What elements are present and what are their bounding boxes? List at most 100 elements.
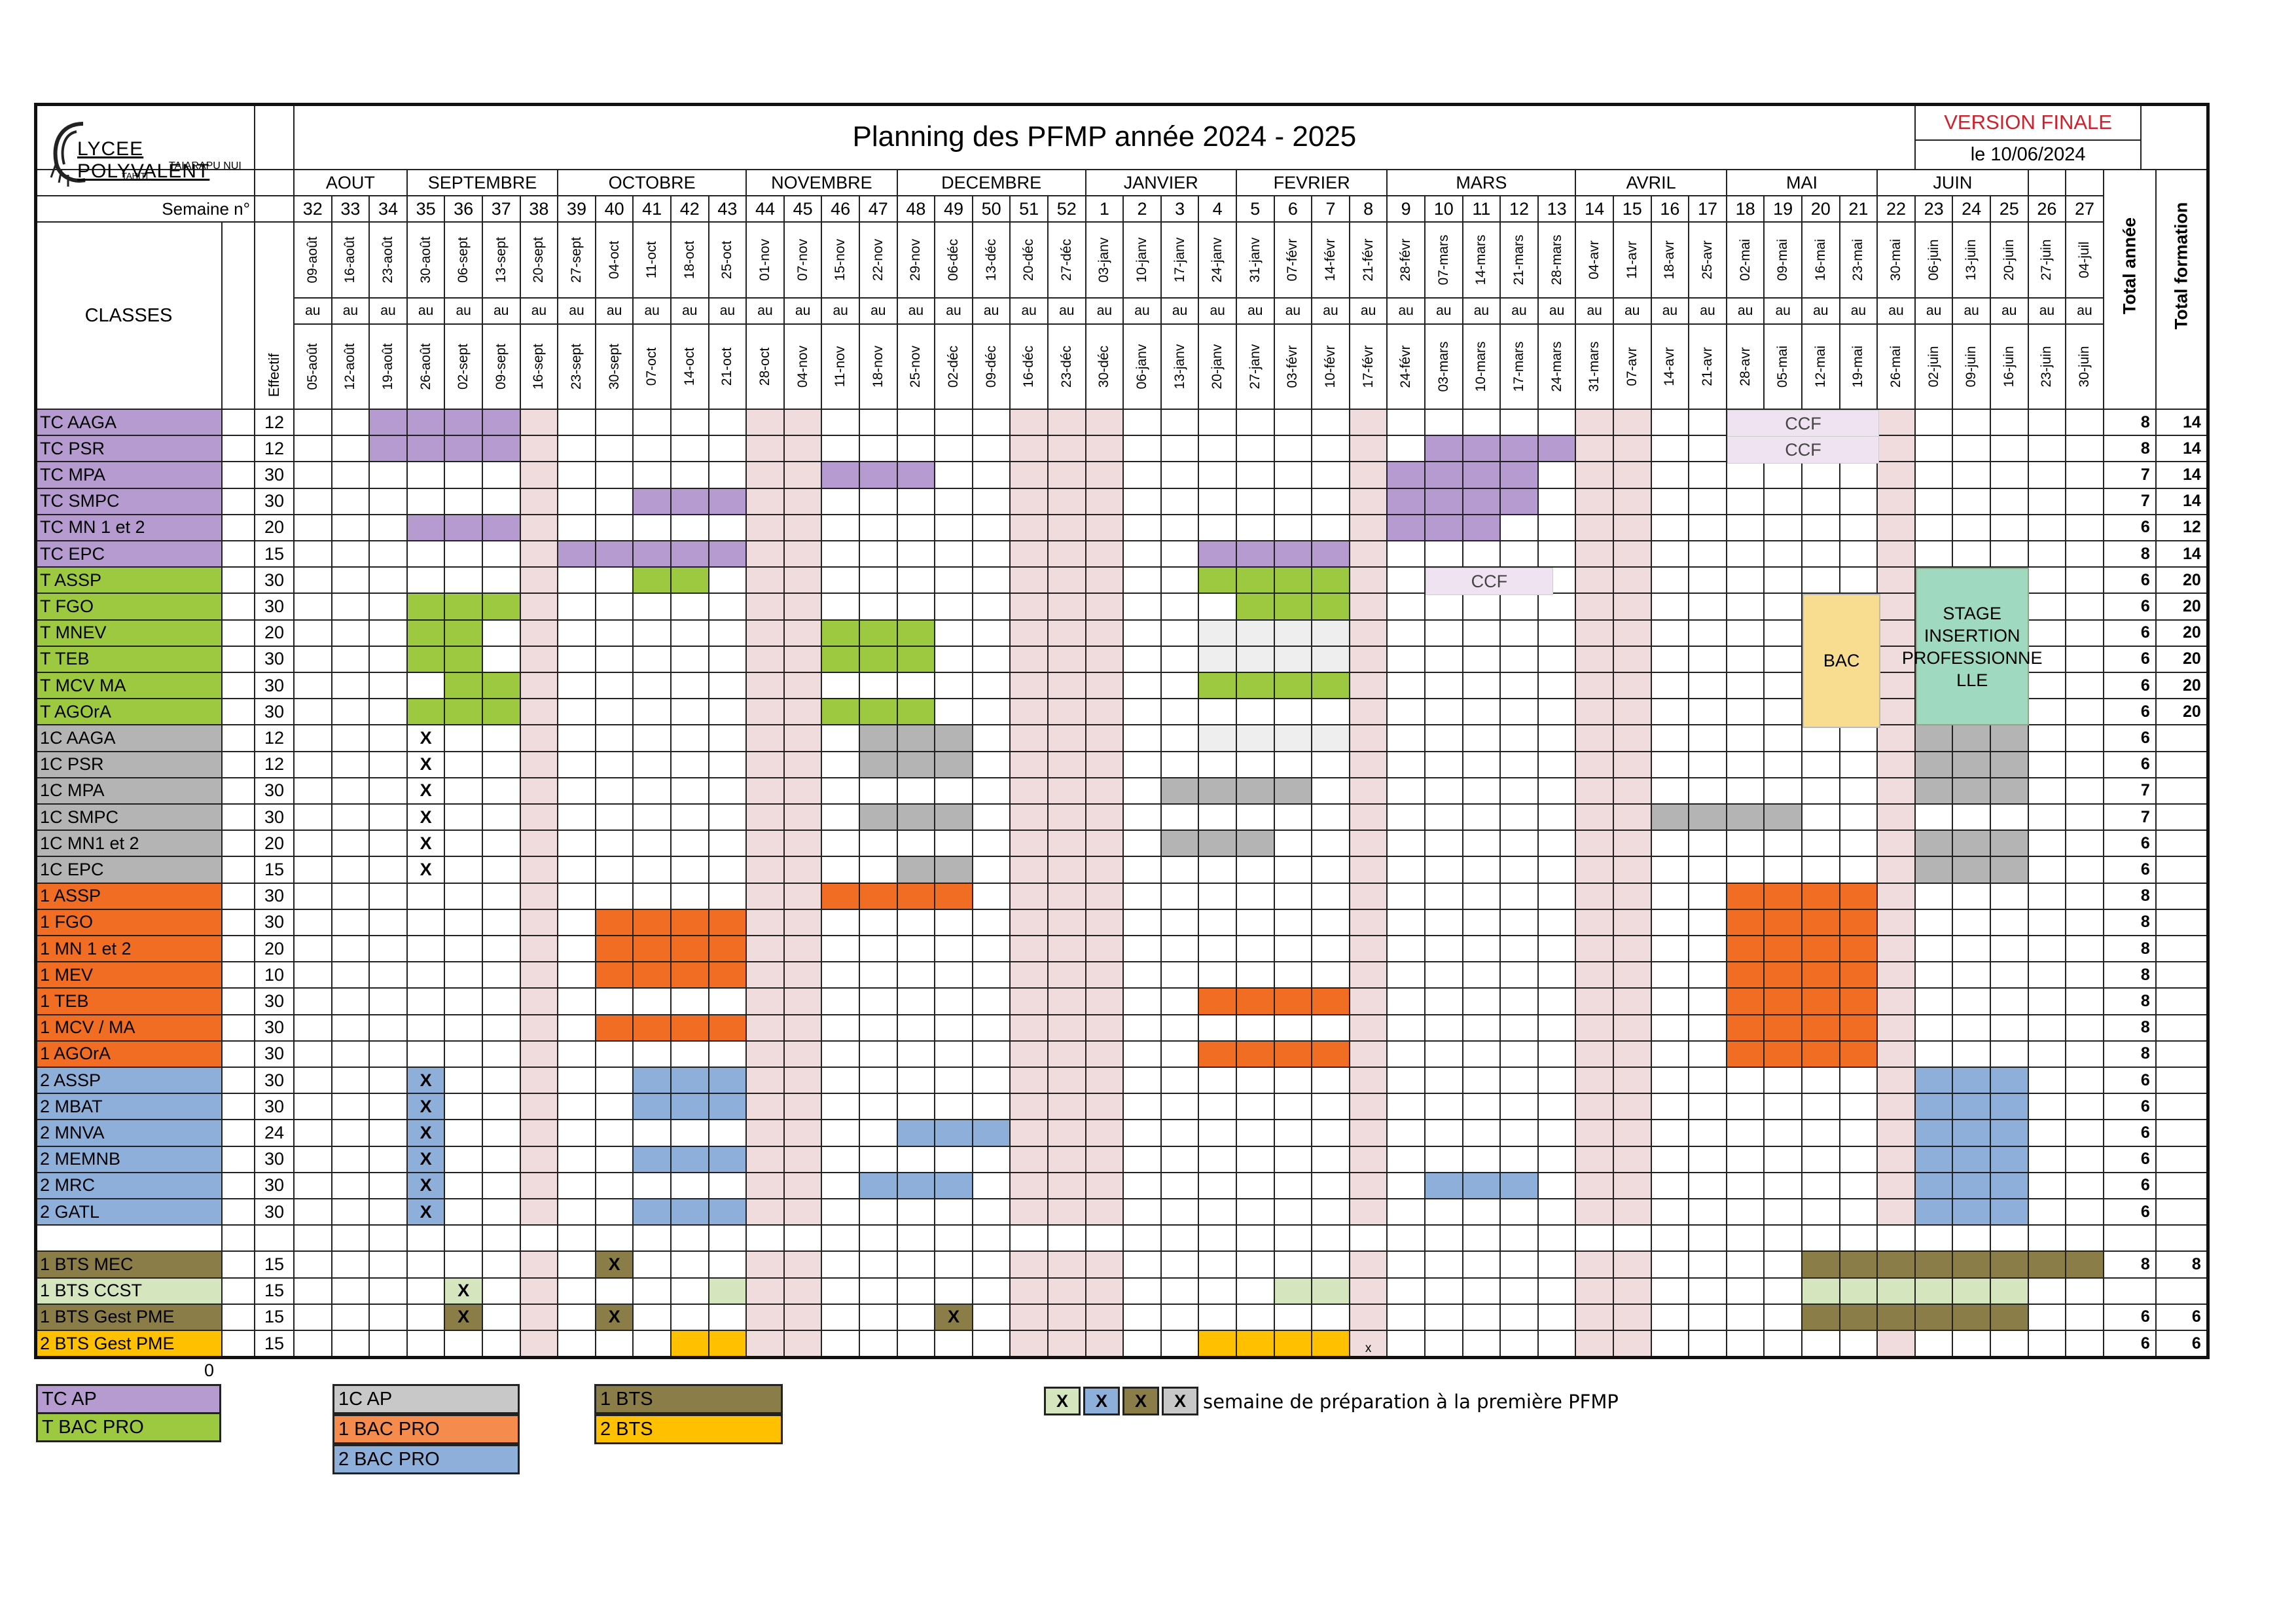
week-cell[interactable] — [1915, 962, 1954, 989]
week-cell[interactable] — [1576, 410, 1614, 437]
pfmp-week-cell[interactable] — [672, 568, 709, 594]
pfmp-week-cell[interactable] — [445, 436, 483, 463]
week-cell[interactable] — [1011, 410, 1049, 437]
pfmp-week-cell[interactable] — [370, 436, 408, 463]
week-cell[interactable] — [1237, 1173, 1275, 1199]
week-cell[interactable] — [483, 752, 521, 778]
week-cell[interactable] — [1161, 515, 1200, 541]
week-cell[interactable] — [407, 936, 446, 963]
week-cell[interactable] — [558, 673, 596, 700]
pfmp-week-cell[interactable] — [1501, 488, 1539, 515]
week-cell[interactable] — [520, 752, 559, 778]
week-cell[interactable] — [1501, 646, 1539, 673]
pfmp-week-cell[interactable] — [1312, 646, 1350, 673]
pfmp-week-cell[interactable] — [897, 620, 936, 647]
week-cell[interactable] — [784, 646, 823, 673]
week-cell[interactable] — [445, 752, 483, 778]
week-cell[interactable] — [1388, 831, 1426, 858]
week-cell[interactable] — [1878, 646, 1916, 673]
week-cell[interactable] — [370, 594, 408, 621]
week-cell[interactable] — [483, 462, 521, 489]
week-cell[interactable] — [558, 805, 596, 831]
week-cell[interactable] — [897, 1226, 936, 1252]
week-cell[interactable] — [822, 1015, 860, 1042]
pfmp-week-cell[interactable] — [1274, 989, 1313, 1015]
week-cell[interactable] — [2028, 805, 2067, 831]
week-cell[interactable] — [407, 1015, 446, 1042]
week-cell[interactable] — [596, 1278, 634, 1305]
week-cell[interactable] — [634, 1278, 672, 1305]
week-cell[interactable] — [370, 1304, 408, 1331]
week-cell[interactable] — [1953, 989, 1991, 1015]
week-cell[interactable] — [747, 936, 785, 963]
week-cell[interactable] — [1576, 989, 1614, 1015]
pfmp-week-cell[interactable] — [1991, 752, 2029, 778]
week-cell[interactable] — [2028, 857, 2067, 884]
week-cell[interactable] — [1274, 909, 1313, 936]
week-cell[interactable] — [2066, 1331, 2104, 1358]
week-cell[interactable] — [1086, 752, 1124, 778]
week-cell[interactable] — [1878, 462, 1916, 489]
week-cell[interactable] — [483, 1015, 521, 1042]
week-cell[interactable] — [935, 1146, 973, 1173]
week-cell[interactable] — [370, 778, 408, 805]
week-cell[interactable] — [1388, 1094, 1426, 1121]
week-cell[interactable] — [2066, 883, 2104, 910]
week-cell[interactable] — [935, 1041, 973, 1068]
week-cell[interactable] — [1576, 778, 1614, 805]
week-cell[interactable] — [1350, 515, 1388, 541]
week-cell[interactable] — [1840, 857, 1878, 884]
week-cell[interactable] — [1614, 1041, 1652, 1068]
pfmp-week-cell[interactable] — [1237, 778, 1275, 805]
week-cell[interactable] — [596, 1226, 634, 1252]
week-cell[interactable] — [1878, 805, 1916, 831]
week-cell[interactable] — [1614, 1304, 1652, 1331]
week-cell[interactable] — [1463, 1199, 1501, 1226]
week-cell[interactable] — [1161, 699, 1200, 726]
week-cell[interactable] — [596, 594, 634, 621]
week-cell[interactable] — [483, 909, 521, 936]
week-cell[interactable] — [709, 594, 747, 621]
week-cell[interactable] — [332, 831, 370, 858]
week-cell[interactable] — [445, 1252, 483, 1279]
week-cell[interactable] — [1350, 620, 1388, 647]
week-cell[interactable] — [1237, 699, 1275, 726]
week-cell[interactable] — [1350, 1015, 1388, 1042]
week-cell[interactable] — [596, 699, 634, 726]
week-cell[interactable] — [1614, 1252, 1652, 1279]
week-cell[interactable] — [1199, 1015, 1237, 1042]
pfmp-week-cell[interactable] — [1765, 936, 1803, 963]
pfmp-week-cell[interactable] — [1840, 936, 1878, 963]
pfmp-week-cell[interactable] — [709, 962, 747, 989]
week-cell[interactable] — [672, 989, 709, 1015]
week-cell[interactable] — [1199, 962, 1237, 989]
week-cell[interactable] — [596, 989, 634, 1015]
week-cell[interactable] — [1765, 1331, 1803, 1358]
week-cell[interactable] — [1689, 936, 1727, 963]
week-cell[interactable] — [445, 488, 483, 515]
week-cell[interactable] — [1124, 883, 1162, 910]
week-cell[interactable] — [407, 1226, 446, 1252]
week-cell[interactable] — [370, 962, 408, 989]
week-cell[interactable] — [973, 620, 1011, 647]
pfmp-week-cell[interactable] — [1501, 436, 1539, 463]
week-cell[interactable] — [1237, 805, 1275, 831]
week-cell[interactable] — [1689, 410, 1727, 437]
week-cell[interactable] — [1161, 1199, 1200, 1226]
pfmp-week-cell[interactable] — [1915, 725, 1954, 752]
week-cell[interactable] — [1651, 1278, 1690, 1305]
week-cell[interactable] — [1878, 1173, 1916, 1199]
week-cell[interactable] — [1953, 909, 1991, 936]
week-cell[interactable] — [1651, 1199, 1690, 1226]
pfmp-week-cell[interactable] — [897, 646, 936, 673]
week-cell[interactable] — [1991, 1331, 2029, 1358]
week-cell[interactable] — [520, 883, 559, 910]
week-cell[interactable] — [1651, 515, 1690, 541]
week-cell[interactable] — [973, 646, 1011, 673]
week-cell[interactable] — [1765, 462, 1803, 489]
pfmp-week-cell[interactable] — [1199, 541, 1237, 568]
pfmp-week-cell[interactable] — [1765, 883, 1803, 910]
week-cell[interactable] — [747, 1173, 785, 1199]
week-cell[interactable] — [634, 673, 672, 700]
week-cell[interactable] — [1501, 805, 1539, 831]
